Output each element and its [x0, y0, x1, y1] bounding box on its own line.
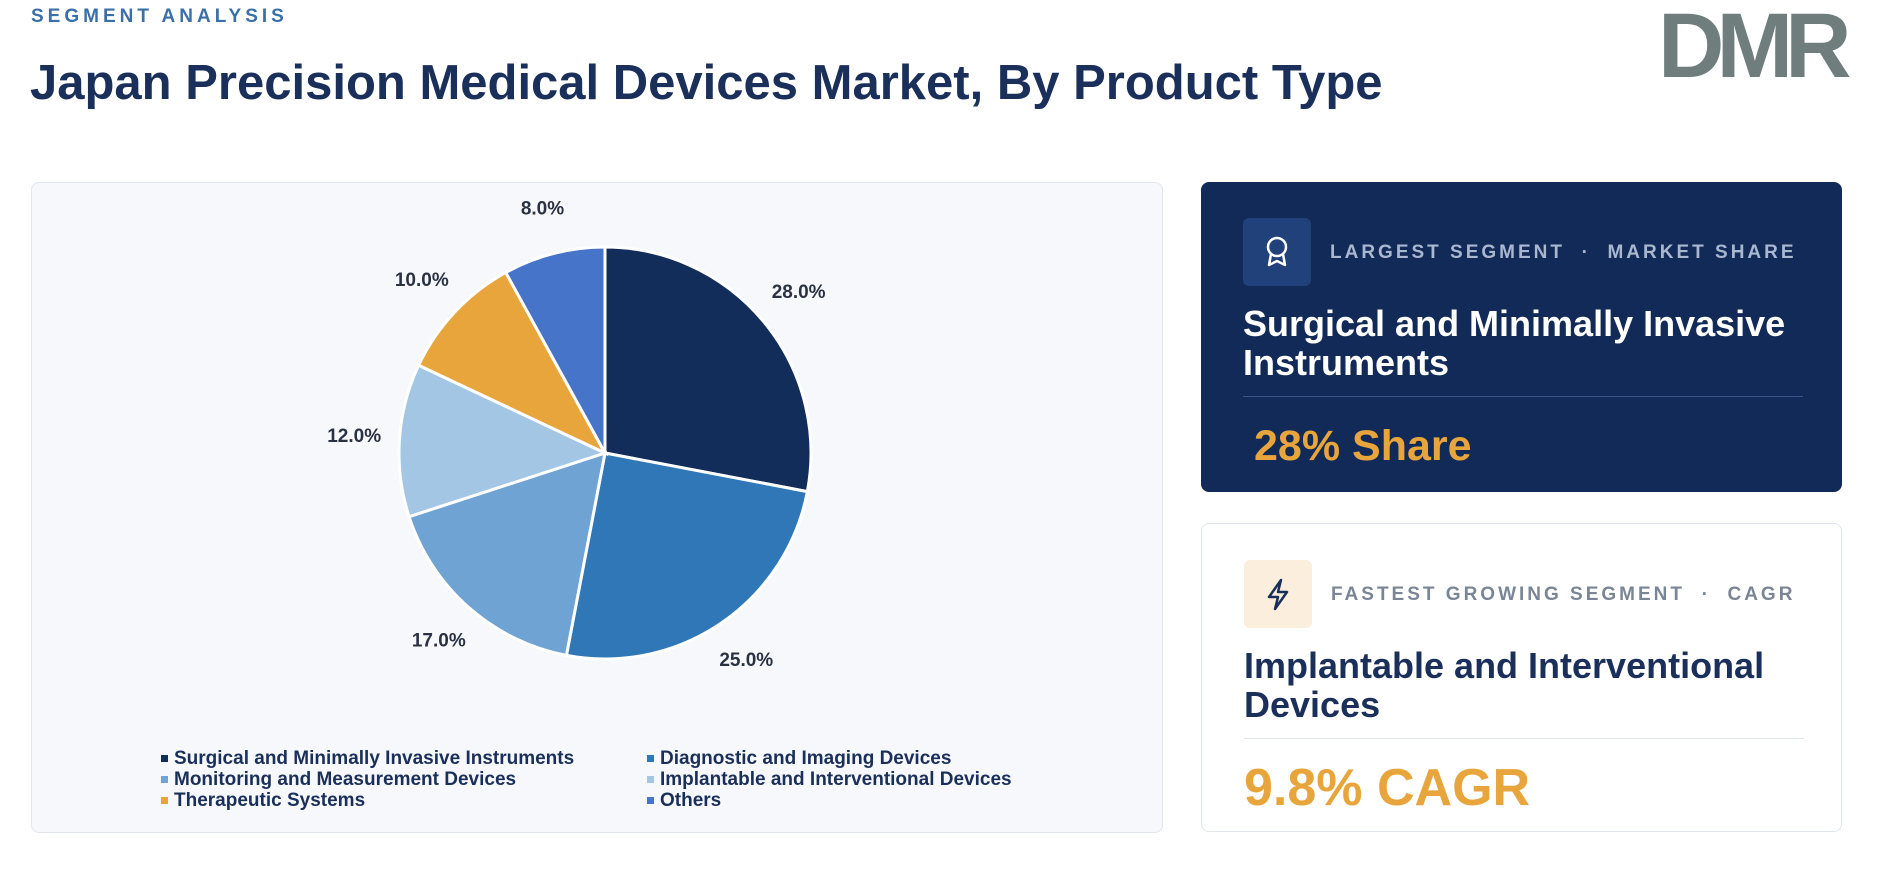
- card-tag: FASTEST GROWING SEGMENT · CAGR: [1331, 584, 1795, 606]
- pie-slice: [503, 245, 607, 454]
- legend-swatch: [647, 755, 654, 762]
- value-label: 17.0%: [412, 631, 466, 652]
- legend-label: Others: [660, 790, 721, 811]
- value-label: 28.0%: [772, 282, 826, 303]
- pie-slice: [416, 270, 609, 457]
- divider: [1244, 738, 1804, 739]
- value-label: 25.0%: [719, 650, 773, 671]
- chart: 28.0% 25.0% 17.0% 12.0% 10.0% 8.0% Surgical an…: [161, 199, 1012, 811]
- text: ·: [1701, 584, 1711, 605]
- value-label: 12.0%: [327, 426, 381, 447]
- card-tag: LARGEST SEGMENT · MARKET SHARE: [1330, 242, 1797, 264]
- legend-swatch: [161, 797, 168, 804]
- largest-segment-card: LARGEST SEGMENT · MARKET SHARE Surgical …: [1201, 182, 1842, 492]
- legend-label: Therapeutic Systems: [174, 790, 365, 811]
- fastest-segment-card: FASTEST GROWING SEGMENT · CAGR Implantab…: [1201, 523, 1842, 832]
- legend-swatch: [647, 797, 654, 804]
- legend-label: Monitoring and Measurement Devices: [174, 769, 516, 790]
- chart-title: Japan Precision Medical Devices Market, …: [30, 56, 1383, 110]
- legend-swatch: [161, 755, 168, 762]
- text: FASTEST GROWING SEGMENT: [1331, 584, 1686, 605]
- text: CAGR: [1727, 584, 1796, 605]
- pie-slice: [564, 451, 810, 661]
- legend-swatch: [647, 776, 654, 783]
- legend-label: Diagnostic and Imaging Devices: [660, 748, 951, 769]
- value-label: 10.0%: [395, 270, 449, 291]
- value-label: 8.0%: [521, 199, 564, 220]
- text: MARKET SHARE: [1607, 242, 1797, 263]
- pie-slice: [603, 245, 813, 494]
- legend-label: Surgical and Minimally Invasive Instrume…: [174, 748, 574, 769]
- pie-slice: [397, 363, 610, 519]
- text: ·: [1581, 242, 1591, 263]
- text: LARGEST SEGMENT: [1330, 242, 1566, 263]
- chart-card: 28.0% 25.0% 17.0% 12.0% 10.0% 8.0% Surgical an…: [31, 182, 1163, 833]
- legend-swatch: [161, 776, 168, 783]
- card-title: Implantable and Interventional Devices: [1244, 645, 1765, 725]
- card-value: 28% Share: [1254, 422, 1472, 470]
- card-value: 9.8% CAGR: [1244, 759, 1531, 817]
- eyebrow: SEGMENT ANALYSIS: [31, 6, 288, 27]
- legend-label: Implantable and Interventional Devices: [660, 769, 1012, 790]
- award-icon: [1243, 218, 1311, 286]
- logo: DMR: [1658, 0, 1851, 97]
- divider: [1243, 396, 1803, 397]
- pie-slice: [407, 450, 607, 658]
- card-title: Surgical and Minimally Invasive Instrume…: [1243, 303, 1786, 383]
- bolt-icon: [1244, 560, 1312, 628]
